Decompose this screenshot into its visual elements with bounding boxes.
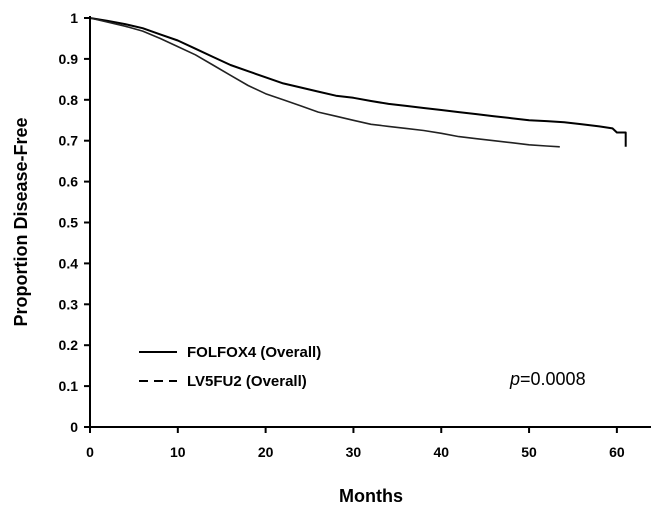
legend-label-lv5fu2: LV5FU2 (Overall) — [187, 373, 307, 390]
y-tick-label: 0.1 — [59, 378, 79, 394]
y-axis-title: Proportion Disease-Free — [11, 117, 31, 326]
y-axis: 0 0.1 0.2 0.3 0.4 0.5 0.6 0.7 0.8 0.9 1 — [59, 10, 91, 435]
x-axis: 0 10 20 30 40 50 60 — [86, 426, 651, 460]
legend-label-folfox4: FOLFOX4 (Overall) — [187, 344, 321, 361]
x-tick-label: 0 — [86, 444, 94, 460]
x-tick-label: 60 — [609, 444, 625, 460]
x-tick-label: 20 — [258, 444, 274, 460]
x-tick-label: 10 — [170, 444, 186, 460]
y-tick-label: 0.4 — [59, 255, 79, 271]
y-tick-label: 0.5 — [59, 215, 79, 231]
series-line-lv5fu2 — [89, 17, 560, 148]
y-tick-label: 0.6 — [59, 174, 79, 190]
p-symbol: p — [509, 369, 520, 389]
y-tick-label: 0 — [70, 419, 78, 435]
p-value-annotation: p=0.0008 — [509, 369, 586, 389]
x-tick-label: 40 — [433, 444, 449, 460]
x-axis-title: Months — [339, 486, 403, 506]
x-tick-label: 50 — [521, 444, 537, 460]
x-tick-label: 30 — [346, 444, 362, 460]
p-value: =0.0008 — [520, 369, 586, 389]
y-tick-label: 0.9 — [59, 51, 79, 67]
y-tick-label: 0.2 — [59, 337, 79, 353]
y-tick-label: 0.8 — [59, 92, 79, 108]
y-tick-label: 0.3 — [59, 296, 79, 312]
legend: FOLFOX4 (Overall) LV5FU2 (Overall) — [139, 344, 321, 390]
plot-lines — [89, 17, 627, 148]
y-tick-label: 1 — [70, 10, 78, 26]
series-line-folfox4 — [89, 17, 627, 147]
y-tick-label: 0.7 — [59, 133, 79, 149]
